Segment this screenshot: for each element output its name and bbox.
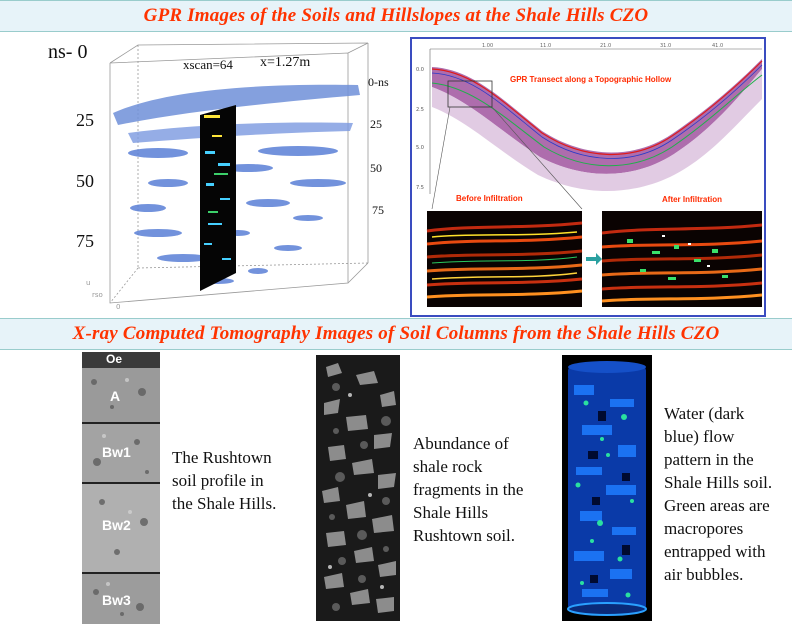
svg-text:5.0: 5.0 [416, 145, 424, 151]
top-banner: GPR Images of the Soils and Hillslopes a… [0, 0, 792, 32]
water-flow-column [562, 355, 652, 621]
svg-text:41.0: 41.0 [712, 43, 723, 49]
svg-text:1.00: 1.00 [482, 43, 493, 49]
before-infiltration-label: Before Infiltration [456, 194, 523, 203]
transect-title: GPR Transect along a Topographic Hollow [510, 75, 672, 84]
svg-text:7.5: 7.5 [416, 185, 424, 191]
left-tick-50: 50 [76, 171, 94, 191]
layer-a-label: A [110, 388, 121, 404]
soil-profile-column: Oe A Bw1 Bw2 Bw3 [82, 352, 160, 624]
caption-soil-profile: The Rushtown soil profile in the Shale H… [172, 448, 277, 513]
mid-title: X-ray Computed Tomography Images of Soil… [72, 323, 720, 344]
ns-axis-label: ns- 0 [48, 41, 88, 63]
xscan-label: xscan=64 [183, 57, 233, 72]
top-title: GPR Images of the Soils and Hillslopes a… [143, 5, 649, 26]
svg-text:rso: rso [92, 291, 103, 299]
gpr-3d-panel: u rso 0 ns- 0 xscan=64 x=1.27m 25 50 75 … [8, 33, 406, 317]
right-tick-50: 50 [370, 161, 382, 175]
svg-text:31.0: 31.0 [660, 43, 671, 49]
left-tick-75: 75 [76, 231, 94, 251]
layer-oe-label: Oe [106, 352, 123, 366]
svg-text:21.0: 21.0 [600, 43, 611, 49]
svg-text:2.5: 2.5 [416, 107, 424, 113]
svg-text:0.0: 0.0 [416, 67, 424, 73]
svg-text:11.0: 11.0 [540, 43, 551, 49]
gpr-transect-figure: 1.00 11.0 21.0 31.0 41.0 0.0 2.5 5.0 7.5 [412, 39, 764, 315]
right-top-label: 0-ns [368, 75, 389, 89]
layer-bw2-label: Bw2 [102, 517, 131, 533]
left-tick-25: 25 [76, 110, 94, 130]
caption-shale-fragments: Abundance of shale rock fragments in the… [413, 434, 524, 545]
mid-banner: X-ray Computed Tomography Images of Soil… [0, 318, 792, 350]
gpr-transect-panel: 1.00 11.0 21.0 31.0 41.0 0.0 2.5 5.0 7.5 [410, 37, 766, 317]
svg-text:u: u [86, 279, 90, 287]
layer-bw3-label: Bw3 [102, 592, 131, 608]
svg-text:0: 0 [116, 303, 120, 311]
after-infiltration-label: After Infiltration [662, 195, 722, 204]
layer-bw1-label: Bw1 [102, 444, 131, 460]
caption-water-flow: Water (dark blue) flow pattern in the Sh… [664, 404, 773, 584]
right-tick-25: 25 [370, 117, 382, 131]
x-position-label: x=1.27m [260, 55, 311, 70]
shale-fragments-column [316, 355, 400, 621]
gpr-3d-figure: u rso 0 [86, 42, 369, 311]
right-tick-75: 75 [372, 203, 384, 217]
